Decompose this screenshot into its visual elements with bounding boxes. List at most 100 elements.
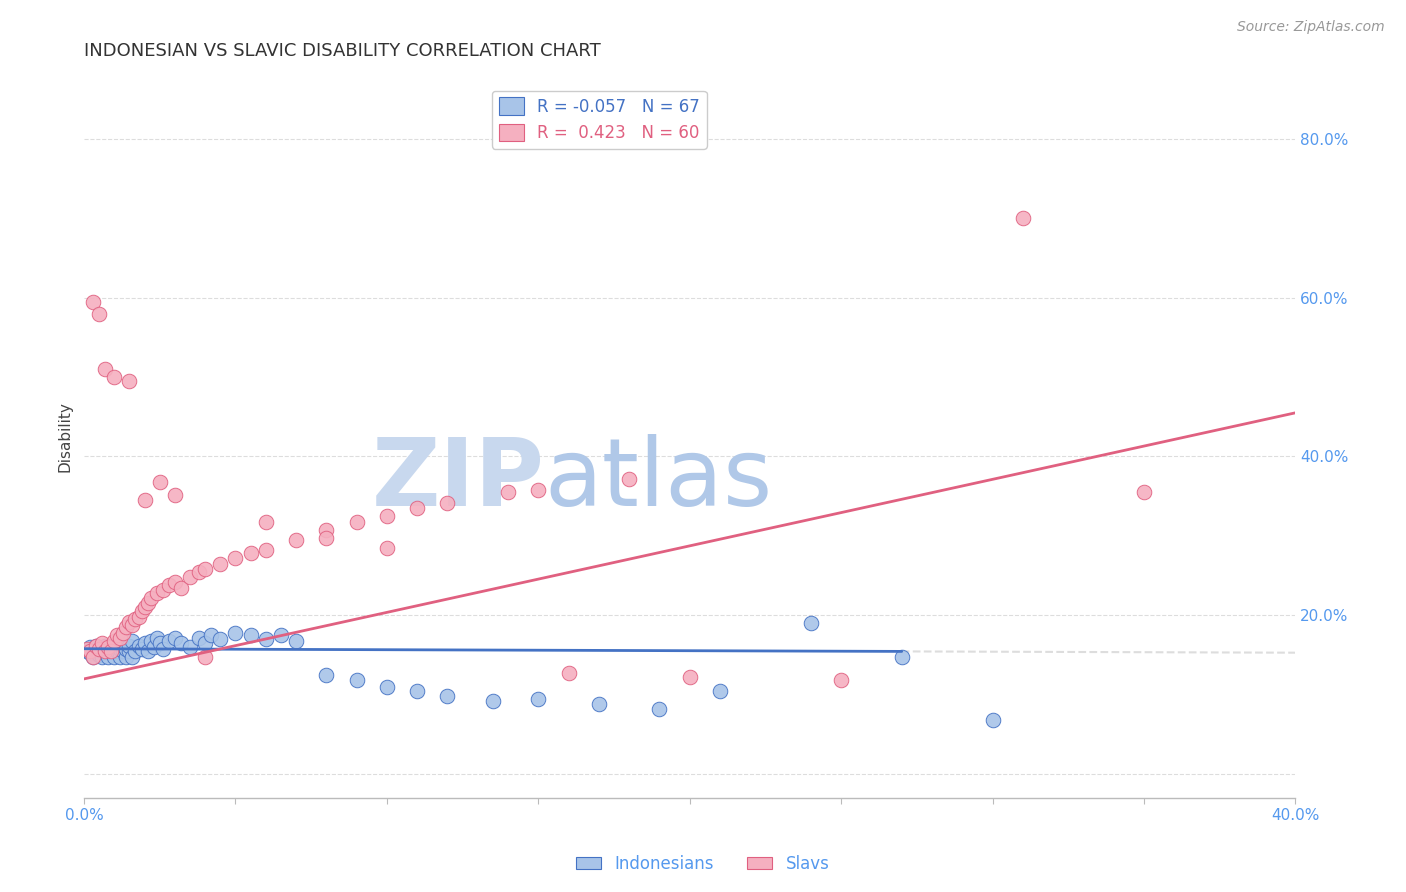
Point	[115, 620, 138, 634]
Point	[149, 475, 172, 489]
Point	[149, 636, 172, 650]
Legend: Indonesians, Slavs: Indonesians, Slavs	[569, 848, 837, 880]
Text: INDONESIAN VS SLAVIC DISABILITY CORRELATION CHART: INDONESIAN VS SLAVIC DISABILITY CORRELAT…	[84, 42, 600, 60]
Point	[254, 515, 277, 529]
Point	[527, 691, 550, 706]
Point	[76, 641, 98, 656]
Point	[121, 618, 143, 632]
Point	[103, 370, 125, 384]
Point	[617, 472, 640, 486]
Point	[105, 628, 128, 642]
Point	[100, 639, 122, 653]
Point	[1012, 211, 1035, 226]
Point	[103, 633, 125, 648]
Point	[94, 644, 117, 658]
Point	[103, 641, 125, 656]
Point	[124, 644, 146, 658]
Point	[163, 488, 186, 502]
Point	[315, 523, 337, 537]
Point	[209, 557, 232, 571]
Point	[97, 649, 120, 664]
Point	[254, 632, 277, 647]
Point	[224, 625, 246, 640]
Point	[194, 562, 217, 576]
Point	[188, 565, 211, 579]
Point	[406, 683, 429, 698]
Point	[170, 636, 193, 650]
Point	[239, 628, 262, 642]
Point	[91, 649, 114, 664]
Point	[679, 670, 702, 684]
Point	[136, 597, 159, 611]
Point	[134, 600, 156, 615]
Point	[94, 362, 117, 376]
Point	[121, 633, 143, 648]
Point	[82, 294, 104, 309]
Point	[179, 640, 201, 654]
Point	[89, 306, 111, 320]
Point	[110, 631, 132, 645]
Point	[209, 632, 232, 647]
Point	[124, 612, 146, 626]
Point	[118, 639, 141, 653]
Point	[139, 591, 162, 605]
Legend: R = -0.057   N = 67, R =  0.423   N = 60: R = -0.057 N = 67, R = 0.423 N = 60	[492, 91, 707, 149]
Point	[134, 493, 156, 508]
Point	[557, 665, 579, 680]
Point	[105, 644, 128, 658]
Point	[84, 639, 107, 653]
Point	[200, 628, 222, 642]
Point	[496, 485, 519, 500]
Point	[118, 374, 141, 388]
Point	[89, 648, 111, 662]
Text: atlas: atlas	[544, 434, 772, 526]
Point	[82, 649, 104, 664]
Point	[224, 551, 246, 566]
Point	[110, 649, 132, 664]
Point	[97, 641, 120, 656]
Point	[170, 581, 193, 595]
Point	[105, 639, 128, 653]
Point	[163, 574, 186, 589]
Point	[800, 616, 823, 631]
Point	[145, 586, 167, 600]
Point	[142, 640, 165, 654]
Point	[112, 625, 135, 640]
Point	[315, 668, 337, 682]
Point	[121, 649, 143, 664]
Point	[94, 639, 117, 653]
Point	[375, 541, 398, 555]
Point	[179, 570, 201, 584]
Point	[375, 509, 398, 524]
Point	[270, 628, 292, 642]
Point	[436, 495, 458, 509]
Point	[79, 644, 101, 658]
Point	[91, 636, 114, 650]
Point	[100, 644, 122, 658]
Point	[136, 644, 159, 658]
Point	[157, 633, 180, 648]
Point	[84, 644, 107, 658]
Text: Source: ZipAtlas.com: Source: ZipAtlas.com	[1237, 20, 1385, 34]
Point	[79, 647, 101, 661]
Point	[112, 639, 135, 653]
Point	[482, 694, 505, 708]
Text: ZIP: ZIP	[371, 434, 544, 526]
Point	[194, 649, 217, 664]
Point	[830, 673, 852, 688]
Point	[436, 690, 458, 704]
Point	[139, 633, 162, 648]
Point	[131, 641, 153, 656]
Point	[145, 631, 167, 645]
Point	[648, 702, 671, 716]
Point	[254, 543, 277, 558]
Point	[82, 641, 104, 656]
Point	[163, 631, 186, 645]
Point	[131, 604, 153, 618]
Point	[152, 641, 174, 656]
Point	[194, 636, 217, 650]
Point	[97, 640, 120, 654]
Point	[115, 649, 138, 664]
Point	[82, 649, 104, 664]
Point	[527, 483, 550, 497]
